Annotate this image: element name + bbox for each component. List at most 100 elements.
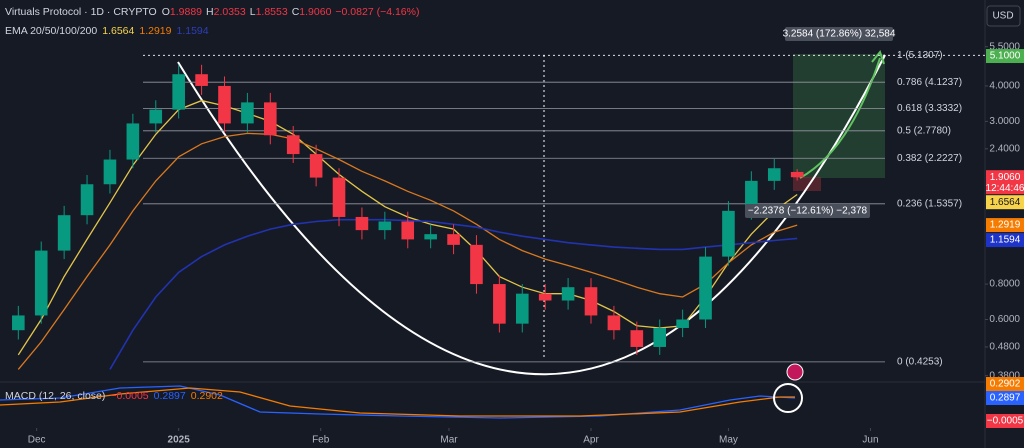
ema-name: EMA 20/50/100/200: [5, 25, 98, 37]
candle-body: [378, 221, 392, 231]
ohlc-item: O1.9889: [162, 6, 202, 18]
candle-body: [126, 123, 140, 160]
x-tick-label: Feb: [312, 435, 330, 446]
macd-tag: [986, 414, 1024, 428]
candle-body: [515, 293, 529, 324]
fib-label: 0.382 (2.2227): [897, 153, 962, 164]
x-tick-label: Apr: [583, 435, 599, 446]
candle-body: [103, 159, 117, 185]
ohlc-value: 2.0353: [213, 6, 246, 18]
y-tick-label: 0.3800: [989, 370, 1020, 381]
ohlc-label: L: [249, 6, 256, 18]
candle-body: [493, 284, 506, 324]
currency-box: [986, 5, 1021, 27]
candle-body: [447, 234, 460, 245]
countdown: 12:44:46: [986, 183, 1024, 194]
candle-body: [12, 315, 25, 331]
macd-tag-label: 0.2897: [990, 393, 1021, 404]
candle-body: [264, 102, 277, 136]
price-tag: [986, 233, 1024, 248]
ohlc-value: 1.8553: [255, 6, 288, 18]
x-tick-label: 2025: [168, 435, 191, 446]
price-tag: [986, 218, 1024, 233]
ema-value: 1.2919: [139, 25, 172, 37]
candle-body: [286, 135, 300, 155]
candle-body: [332, 177, 346, 217]
candle-body: [790, 171, 804, 178]
candle-body: [470, 244, 483, 285]
candle-body: [538, 293, 552, 301]
ohlc-label: H: [206, 6, 214, 18]
y-tick-label: 0.6000: [989, 314, 1020, 325]
ohlc-value: 1.9060: [299, 6, 332, 18]
ohlc-item: H2.0353: [206, 6, 246, 18]
candle-body: [309, 154, 323, 178]
highlight-circle: [773, 383, 803, 413]
macd-legend: MACD (12, 26, close) −0.0005 0.2897 0.2902: [5, 390, 228, 402]
y-tick-label: 2.4000: [989, 143, 1020, 154]
fib-label: 0 (0.4253): [897, 356, 943, 367]
candle-body: [57, 215, 71, 251]
price-tag-label: 5.1000: [990, 51, 1021, 62]
macd-tag-label: −0.0005: [987, 416, 1024, 427]
ema-line: [109, 218, 798, 370]
candle-body: [80, 184, 94, 216]
fib-label: 1 (5.1307): [897, 50, 943, 61]
y-tick-label: 0.4800: [989, 342, 1020, 353]
ohlc-item: C1.9060: [292, 6, 332, 18]
candle-body: [195, 74, 208, 86]
header-row: Virtuals Protocol · 1D · CRYPTO O1.9889 H2…: [5, 6, 424, 18]
ema-value: 1.1594: [176, 25, 209, 37]
candle-body: [172, 74, 185, 110]
candle-body: [584, 287, 598, 316]
fib-label: 0.786 (4.1237): [897, 77, 962, 88]
macd-value: 0.2902: [190, 390, 223, 402]
x-tick-label: Jun: [862, 435, 878, 446]
macd-tag: [986, 377, 1024, 391]
candle-body: [630, 330, 644, 347]
macd-line: [0, 385, 796, 419]
candle-body: [401, 221, 415, 240]
macd-value: 0.2897: [153, 390, 186, 402]
ema-line: [17, 132, 798, 370]
candle-body: [149, 109, 163, 124]
x-tick-label: Dec: [28, 435, 46, 446]
event-icon: [786, 363, 804, 381]
ohlc-label: C: [291, 6, 300, 18]
y-tick-label: 4.0000: [989, 81, 1020, 92]
macd-name: MACD (12, 26, close): [5, 390, 106, 402]
ohlc-item: L1.8553: [250, 6, 288, 18]
y-tick-label: 0.8000: [989, 279, 1020, 290]
price-tag-label: 1.2919: [990, 220, 1021, 231]
candle-body: [745, 180, 758, 211]
price-tag-label: 1.9060: [990, 172, 1021, 183]
ema-legend: EMA 20/50/100/200 1.6564 1.2919 1.1594: [5, 25, 214, 37]
signal-line: [0, 387, 795, 417]
y-tick-label: 5.5000: [989, 41, 1020, 52]
measure-box: [745, 204, 870, 218]
candle-body: [653, 327, 667, 347]
measure-label: 3.2584 (172.86%) 32,584: [783, 29, 896, 40]
price-tag: [986, 195, 1024, 210]
candle-body: [424, 234, 437, 240]
measure-label: −2.2378 (−12.61%) −2,378: [748, 206, 868, 217]
fib-label: 0.236 (1.5357): [897, 198, 962, 209]
price-tag: [986, 170, 1024, 195]
currency: USD: [992, 11, 1013, 22]
ohlc-label: O: [161, 6, 170, 18]
fib-label: 0.5 (2.7780): [897, 125, 951, 136]
candle-body: [561, 287, 575, 301]
candle-body: [767, 168, 781, 181]
price-tag: [986, 49, 1024, 64]
macd-tag-label: 0.2902: [990, 379, 1021, 390]
price-tag-label: 1.6564: [990, 197, 1021, 208]
candle-body: [607, 315, 621, 331]
x-tick-label: Mar: [440, 435, 458, 446]
macd-value: −0.0005: [110, 390, 149, 402]
measure-box: [785, 27, 893, 41]
x-tick-label: May: [719, 435, 738, 446]
arrow-head: [871, 49, 885, 65]
macd-tag: [986, 391, 1024, 405]
